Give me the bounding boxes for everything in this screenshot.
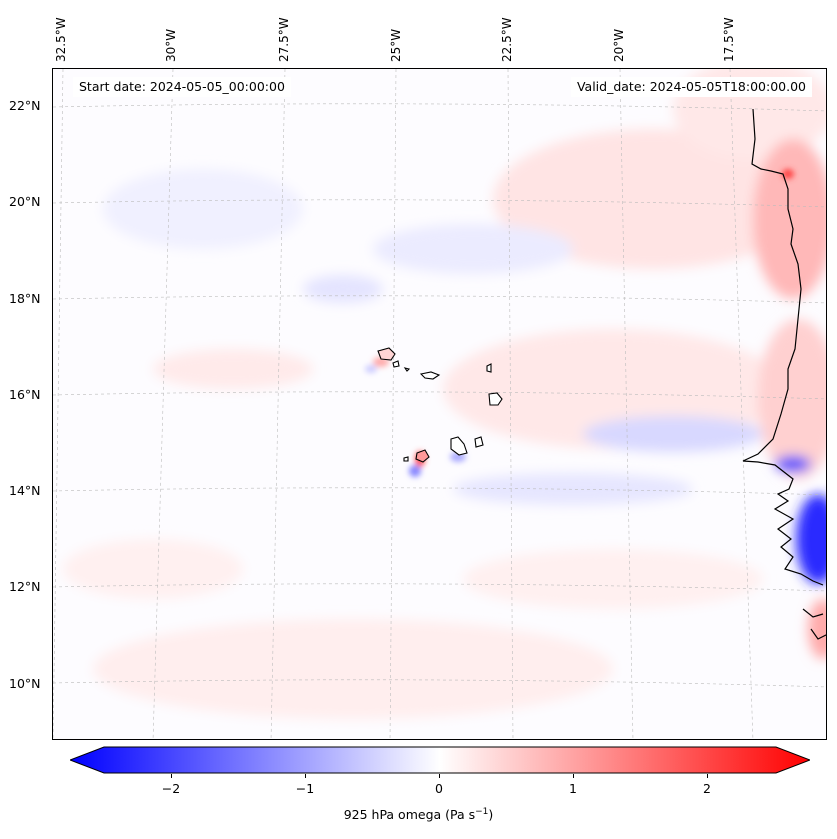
lat-label-18n: 18°N	[9, 291, 41, 306]
coastline	[742, 108, 826, 640]
lat-label-10n: 10°N	[9, 676, 41, 691]
graticule	[53, 69, 826, 739]
colorbar-tick-label: −2	[161, 781, 181, 796]
colorbar-tick-mark	[707, 774, 708, 778]
lat-label-20n: 20°N	[9, 194, 41, 209]
cape-verde-islands	[377, 347, 503, 463]
omega-field-svg	[53, 69, 826, 739]
colorbar-tick-label: −1	[295, 781, 315, 796]
lon-label-20w: 20°W	[612, 28, 626, 62]
lon-label-32-5w: 32.5°W	[54, 17, 68, 62]
colorbar-tick-label: 2	[703, 781, 711, 796]
lat-label-14n: 14°N	[9, 483, 41, 498]
lon-label-22-5w: 22.5°W	[500, 17, 514, 62]
lon-label-27-5w: 27.5°W	[277, 17, 291, 62]
colorbar-tick-label: 0	[435, 781, 443, 796]
colorbar-tick-mark	[171, 774, 172, 778]
lat-label-16n: 16°N	[9, 387, 41, 402]
omega-map-panel: Start date: 2024-05-05_00:00:00 Valid_da…	[52, 68, 827, 740]
colorbar-tick-mark	[439, 774, 440, 778]
colorbar-gradient	[68, 746, 812, 774]
lon-label-25w: 25°W	[389, 28, 403, 62]
start-date-label: Start date: 2024-05-05_00:00:00	[73, 77, 291, 97]
lon-label-17-5w: 17.5°W	[722, 17, 736, 62]
lon-label-30w: 30°W	[164, 28, 178, 62]
colorbar-label: 925 hPa omega (Pa s−1)	[343, 807, 494, 823]
valid-date-label: Valid_date: 2024-05-05T18:00:00.00	[570, 77, 812, 97]
colorbar-svg	[68, 746, 812, 774]
colorbar-tick-mark	[305, 774, 306, 778]
colorbar-tick-label: 1	[569, 781, 577, 796]
omega-field	[63, 69, 826, 719]
lat-label-22n: 22°N	[9, 98, 41, 113]
colorbar	[68, 746, 812, 774]
lat-label-12n: 12°N	[9, 579, 41, 594]
colorbar-tick-mark	[573, 774, 574, 778]
